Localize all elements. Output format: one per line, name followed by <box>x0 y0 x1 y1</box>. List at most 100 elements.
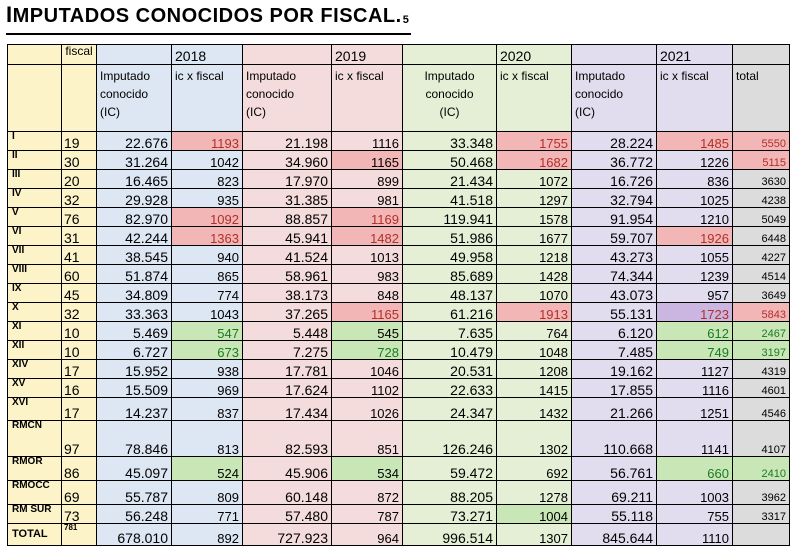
table-row: III 20 16.465 823 17.970 899 21.434 1072 16.726 8… <box>7 169 790 189</box>
total-cell: 4238 <box>732 188 790 208</box>
fiscal-count: 69 <box>61 480 97 505</box>
table-row: XVI 17 14.237 837 17.434 1026 24.347 1432 21.266… <box>7 397 790 421</box>
icxf-2020-cell: 1297 <box>496 188 572 208</box>
row-label: VIII <box>7 264 62 284</box>
row-label: X <box>7 302 62 322</box>
ic-2018-cell: 5.469 <box>96 321 172 341</box>
row-label: XVI <box>7 397 62 421</box>
total-cell: 3317 <box>732 504 790 524</box>
ic-2020-cell: 33.348 <box>402 131 497 151</box>
icxf-2021-cell: 1003 <box>656 480 733 505</box>
icxf-2019-cell: 1046 <box>331 359 403 379</box>
icxf-2018-cell: 837 <box>171 397 243 421</box>
year-2020: 2020 <box>496 44 572 65</box>
total-cell: 4546 <box>732 397 790 421</box>
icxf-2020-cell: 1072 <box>496 169 572 189</box>
fiscal-table: fiscal 2018 2019 2020 2021 Imputado conoc… <box>7 44 790 546</box>
ic-2019-cell: 34.960 <box>242 150 332 170</box>
total-cell: 4601 <box>732 378 790 398</box>
icxf-2019-cell: 787 <box>331 504 403 524</box>
table-row: RMOCC 69 55.787 809 60.148 872 88.205 1278 69.21… <box>7 480 790 505</box>
column-header-row: Imputado conocido (IC) ic x fiscal Imputad… <box>7 64 790 132</box>
ic-2019-cell: 45.906 <box>242 456 332 481</box>
icxf-2020-cell: 1913 <box>496 302 572 322</box>
icxf-2021-cell: 1226 <box>656 150 733 170</box>
ic-2018-cell: 6.727 <box>96 340 172 360</box>
table-row: I 19 22.676 1193 21.198 1116 33.348 1755 28.224 1… <box>7 131 790 151</box>
fiscal-count: 17 <box>61 397 97 421</box>
row-label: XII <box>7 340 62 360</box>
total-cell: 4514 <box>732 264 790 284</box>
table-row: RM SUR 73 56.248 771 57.480 787 73.271 1004 55.1… <box>7 504 790 524</box>
total-header: total <box>732 64 790 132</box>
ic-2019-cell: 37.265 <box>242 302 332 322</box>
icxf-2020-cell: 692 <box>496 456 572 481</box>
icxf-2021-cell: 1055 <box>656 245 733 265</box>
fiscal-count: 17 <box>61 359 97 379</box>
icxf-2019-cell: 1165 <box>331 150 403 170</box>
fiscal-count: 76 <box>61 207 97 227</box>
ic-2020-cell: 7.635 <box>402 321 497 341</box>
fiscal-count: 86 <box>61 456 97 481</box>
icxf-2018-cell: 1092 <box>171 207 243 227</box>
ic-2019-cell: 57.480 <box>242 504 332 524</box>
title-text: MPUTADOS CONOCIDOS POR FISCAL. <box>12 5 402 27</box>
year-2019: 2019 <box>331 44 403 65</box>
total-cell: 3962 <box>732 480 790 505</box>
icxf-2021-cell: 836 <box>656 169 733 189</box>
ic-2018-cell: 33.363 <box>96 302 172 322</box>
icxf-2020-cell: 1307 <box>496 523 572 546</box>
ic-2021-cell: 845.644 <box>571 523 657 546</box>
total-cell: 5843 <box>732 302 790 322</box>
ic-2021-cell: 55.118 <box>571 504 657 524</box>
icxf-2021-cell: 1110 <box>656 523 733 546</box>
ic-header-2021: Imputado conocido (IC) <box>571 64 657 132</box>
icxf-2019-cell: 848 <box>331 283 403 303</box>
icxf-2019-cell: 1482 <box>331 226 403 246</box>
icxf-2021-cell: 612 <box>656 321 733 341</box>
row-label: II <box>7 150 62 170</box>
total-cell: 3197 <box>732 340 790 360</box>
icxf-2021-cell: 1926 <box>656 226 733 246</box>
total-year-spacer <box>732 44 790 65</box>
ic-2019-cell: 5.448 <box>242 321 332 341</box>
icxf-header-2020: ic x fiscal <box>496 64 572 132</box>
ic-2021-cell: 32.794 <box>571 188 657 208</box>
row-label: III <box>7 169 62 189</box>
year-2020-spacer <box>402 44 497 65</box>
ic-2018-cell: 78.846 <box>96 420 172 457</box>
fiscal-count: 32 <box>61 302 97 322</box>
row-label: XV <box>7 378 62 398</box>
year-2021: 2021 <box>656 44 733 65</box>
icxf-header-2021: ic x fiscal <box>656 64 733 132</box>
ic-2018-cell: 55.787 <box>96 480 172 505</box>
icxf-2021-cell: 1723 <box>656 302 733 322</box>
ic-2019-cell: 82.593 <box>242 420 332 457</box>
total-row: TOTAL 781 678.010 892 727.923 964 996.514 1307 8… <box>7 523 790 546</box>
ic-2018-cell: 22.676 <box>96 131 172 151</box>
table-row: X 32 33.363 1043 37.265 1165 61.216 1913 55.131 1… <box>7 302 790 322</box>
ic-2019-cell: 17.624 <box>242 378 332 398</box>
icxf-2018-cell: 547 <box>171 321 243 341</box>
icxf-2018-cell: 813 <box>171 420 243 457</box>
ic-2018-cell: 15.509 <box>96 378 172 398</box>
year-2018-spacer <box>96 44 172 65</box>
total-cell: 4227 <box>732 245 790 265</box>
table-row: RMOR 86 45.097 524 45.906 534 59.472 692 56.761 6… <box>7 456 790 481</box>
fiscal-count: 20 <box>61 169 97 189</box>
ic-2021-cell: 28.224 <box>571 131 657 151</box>
icxf-2020-cell: 1048 <box>496 340 572 360</box>
total-cell: 5049 <box>732 207 790 227</box>
ic-2021-cell: 43.073 <box>571 283 657 303</box>
ic-header-2020: Imputado conocido (IC) <box>402 64 497 132</box>
icxf-2021-cell: 1210 <box>656 207 733 227</box>
ic-2019-cell: 60.148 <box>242 480 332 505</box>
icxf-2018-cell: 1193 <box>171 131 243 151</box>
icxf-header-2018: ic x fiscal <box>171 64 243 132</box>
icxf-2020-cell: 1677 <box>496 226 572 246</box>
icxf-2021-cell: 1239 <box>656 264 733 284</box>
icxf-2019-cell: 1013 <box>331 245 403 265</box>
row-label: RMCN <box>7 420 62 457</box>
fiscal-count: 30 <box>61 150 97 170</box>
fiscal-count: 41 <box>61 245 97 265</box>
